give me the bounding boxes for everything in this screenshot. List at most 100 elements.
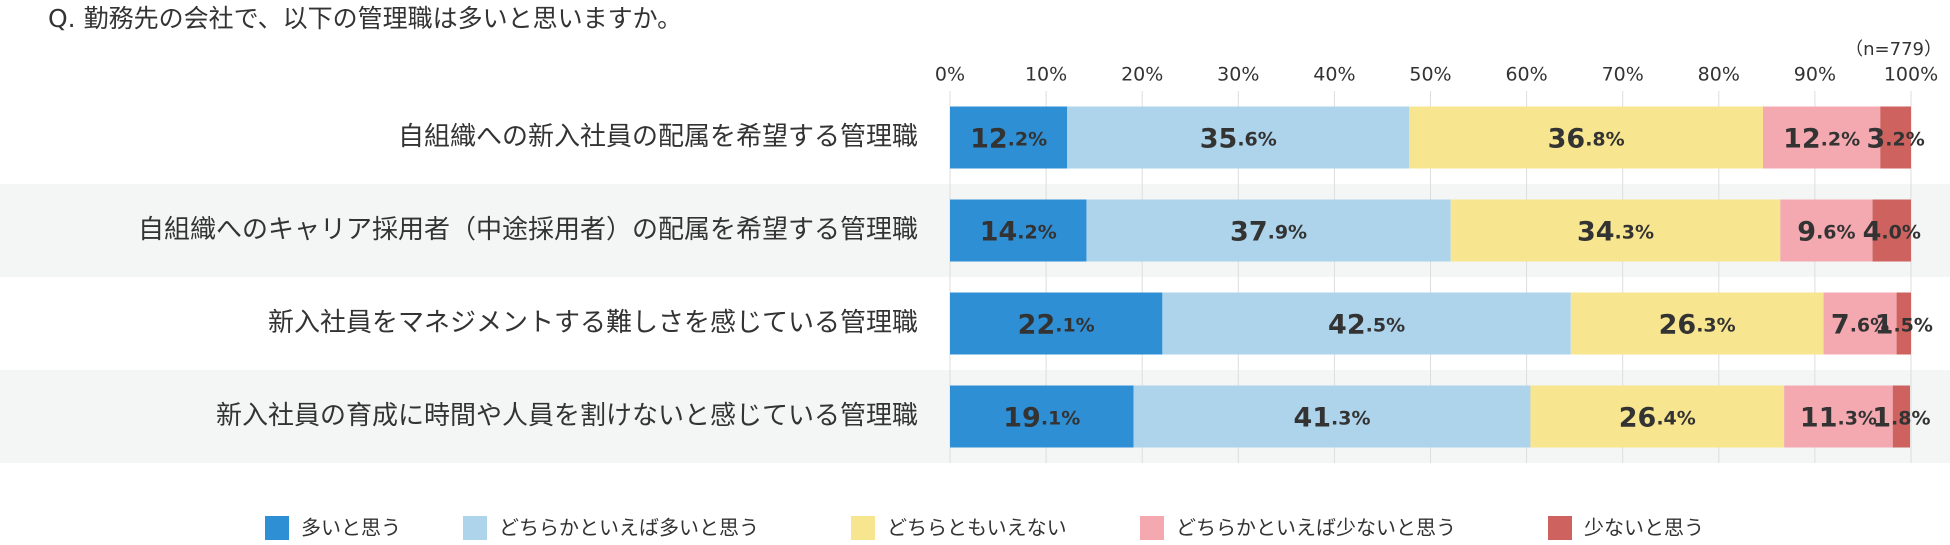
legend-label: 少ないと思う — [1584, 516, 1704, 540]
legend-label: 多いと思う — [301, 516, 401, 540]
value-label: 1.8% — [1872, 402, 1930, 433]
value-label-part: 34 — [1577, 216, 1615, 247]
bar-segment — [1067, 106, 1410, 169]
value-label-part: 12 — [970, 123, 1008, 154]
chart-title: Q. 勤務先の会社で、以下の管理職は多いと思いますか。 — [48, 4, 682, 33]
value-label-part: .3% — [1615, 221, 1654, 243]
bar-segment — [1823, 292, 1897, 355]
bar-segment — [1896, 292, 1911, 355]
value-label-part: 14 — [980, 216, 1018, 247]
bar-segment — [1086, 199, 1451, 262]
value-label-part: .2% — [1017, 221, 1056, 243]
value-label-part: .5% — [1893, 314, 1932, 336]
value-label: 1.5% — [1875, 309, 1933, 340]
x-tick-label: 0% — [935, 64, 965, 86]
value-label-part: .3% — [1696, 314, 1735, 336]
value-label: 37.9% — [1230, 216, 1307, 247]
value-label-part: .6% — [1816, 221, 1855, 243]
bar-segment — [1872, 199, 1911, 262]
value-label: 12.2% — [1783, 123, 1860, 154]
x-tick-label: 40% — [1313, 64, 1355, 86]
value-label-part: .3% — [1837, 407, 1876, 429]
value-label-part: .1% — [1055, 314, 1094, 336]
value-label-part: 36 — [1548, 123, 1586, 154]
legend-swatch — [463, 516, 487, 540]
value-label-part: .2% — [1821, 128, 1860, 150]
value-label-part: 7 — [1831, 309, 1850, 340]
legend-label: どちらかといえば少ないと思う — [1176, 516, 1456, 540]
value-label-part: 26 — [1659, 309, 1697, 340]
value-label-part: 1 — [1875, 309, 1894, 340]
value-label-part: .6% — [1850, 314, 1889, 336]
value-label: 42.5% — [1328, 309, 1405, 340]
bar-segment — [950, 199, 1087, 262]
value-label-part: 26 — [1619, 402, 1657, 433]
bar-segment — [950, 106, 1068, 169]
value-label: 14.2% — [980, 216, 1057, 247]
x-tick-label: 20% — [1121, 64, 1163, 86]
value-label-part: .8% — [1891, 407, 1930, 429]
value-label: 9.6% — [1797, 216, 1855, 247]
value-label-part: 11 — [1800, 402, 1838, 433]
value-label: 4.0% — [1863, 216, 1921, 247]
value-label: 7.6% — [1831, 309, 1889, 340]
value-label-part: 19 — [1003, 402, 1041, 433]
x-tick-label: 70% — [1602, 64, 1644, 86]
value-label: 36.8% — [1548, 123, 1625, 154]
value-label-part: .4% — [1656, 407, 1695, 429]
bar-segment — [950, 385, 1134, 448]
x-tick-label: 50% — [1409, 64, 1451, 86]
value-label: 26.3% — [1659, 309, 1736, 340]
bar-segment — [950, 292, 1163, 355]
legend-swatch — [851, 516, 875, 540]
value-label: 22.1% — [1018, 309, 1095, 340]
bar-segment — [1450, 199, 1781, 262]
bar-segment — [1570, 292, 1824, 355]
value-label-part: .2% — [1885, 128, 1924, 150]
x-tick-label: 30% — [1217, 64, 1259, 86]
bar-segment — [1409, 106, 1764, 169]
value-label: 35.6% — [1200, 123, 1277, 154]
value-label-part: 42 — [1328, 309, 1366, 340]
x-tick-label: 60% — [1505, 64, 1547, 86]
bar-segment — [1880, 106, 1911, 169]
bar-segment — [1780, 199, 1873, 262]
value-label-part: .6% — [1237, 128, 1276, 150]
bar-segment — [1133, 385, 1531, 448]
category-label: 新入社員をマネジメントする難しさを感じている管理職 — [268, 308, 918, 338]
value-label: 3.2% — [1866, 123, 1924, 154]
legend-swatch — [265, 516, 289, 540]
value-label-part: .0% — [1881, 221, 1920, 243]
value-label: 26.4% — [1619, 402, 1696, 433]
value-label-part: 37 — [1230, 216, 1268, 247]
value-label-part: .9% — [1268, 221, 1307, 243]
bar-segment — [1892, 385, 1911, 448]
bar-segment — [1763, 106, 1881, 169]
legend-swatch — [1548, 516, 1572, 540]
value-label-part: 35 — [1200, 123, 1238, 154]
x-tick-label: 80% — [1698, 64, 1740, 86]
value-label-part: 3 — [1866, 123, 1885, 154]
legend-label: どちらかといえば多いと思う — [499, 516, 759, 540]
value-label: 34.3% — [1577, 216, 1654, 247]
value-label-part: 4 — [1863, 216, 1882, 247]
bar-segment — [1530, 385, 1785, 448]
value-label-part: 22 — [1018, 309, 1056, 340]
value-label: 41.3% — [1293, 402, 1370, 433]
value-label: 11.3% — [1800, 402, 1877, 433]
bar-segment — [1784, 385, 1893, 448]
legend-swatch — [1140, 516, 1164, 540]
value-label-part: 41 — [1293, 402, 1331, 433]
value-label-part: .5% — [1366, 314, 1405, 336]
x-tick-label: 90% — [1794, 64, 1836, 86]
bar-segment — [1162, 292, 1571, 355]
sample-size: （n=779） — [1845, 39, 1942, 60]
value-label-part: 9 — [1797, 216, 1816, 247]
value-label-part: .1% — [1041, 407, 1080, 429]
value-label-part: .8% — [1585, 128, 1624, 150]
value-label-part: .2% — [1008, 128, 1047, 150]
category-label: 自組織へのキャリア採用者（中途採用者）の配属を希望する管理職 — [138, 215, 918, 245]
value-label-part: 12 — [1783, 123, 1821, 154]
value-label: 12.2% — [970, 123, 1047, 154]
